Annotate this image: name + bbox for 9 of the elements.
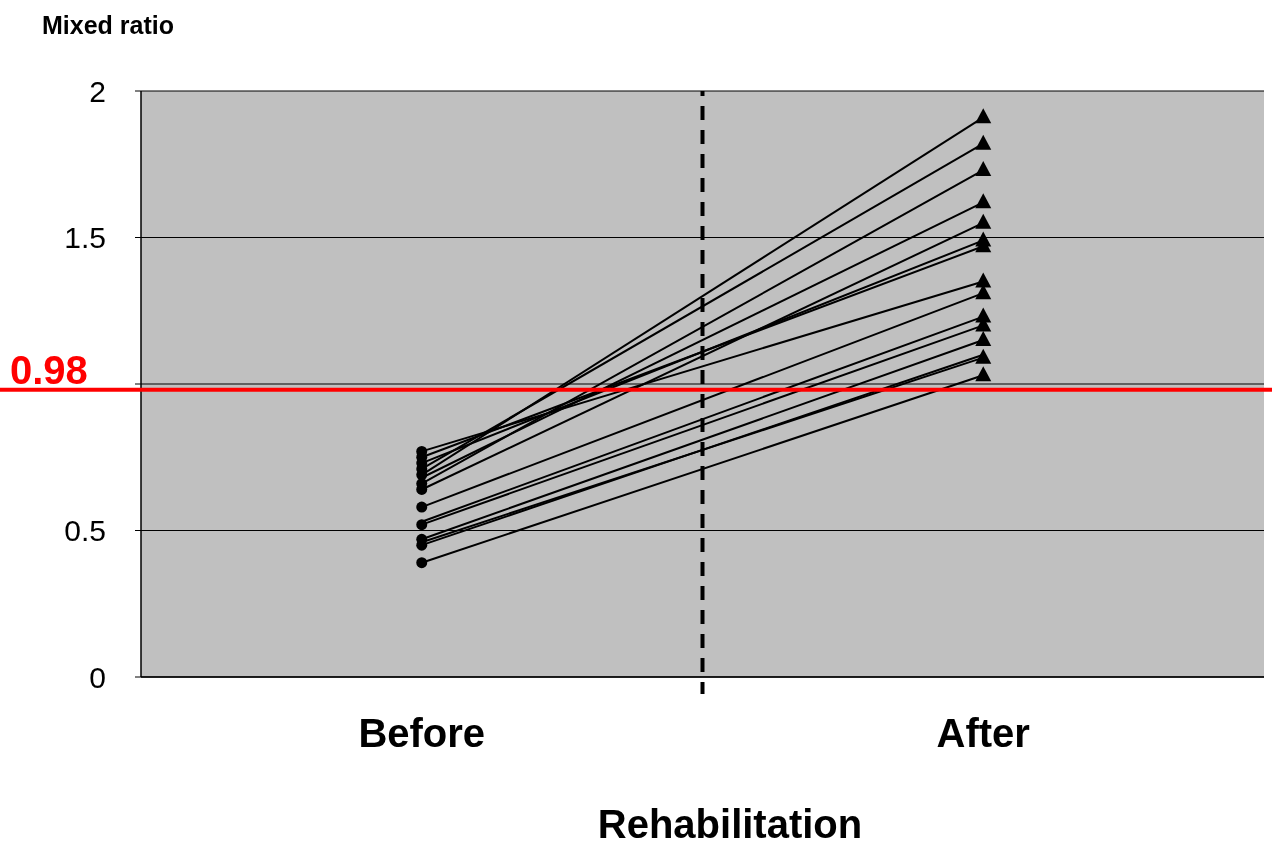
y-tick-label: 2 [89, 74, 106, 108]
y-tick-label: 0 [89, 660, 106, 694]
x-tick-label: Before [358, 711, 486, 755]
x-tick-label: After [936, 711, 1030, 755]
ref-line-label: 0.98 [10, 347, 88, 392]
y-axis-title: Mixed ratio [42, 11, 174, 39]
y-tick-label: 1.5 [64, 221, 106, 254]
x-axis-title: Rehabilitation [597, 802, 863, 846]
y-tick-label: 0.5 [64, 514, 106, 547]
